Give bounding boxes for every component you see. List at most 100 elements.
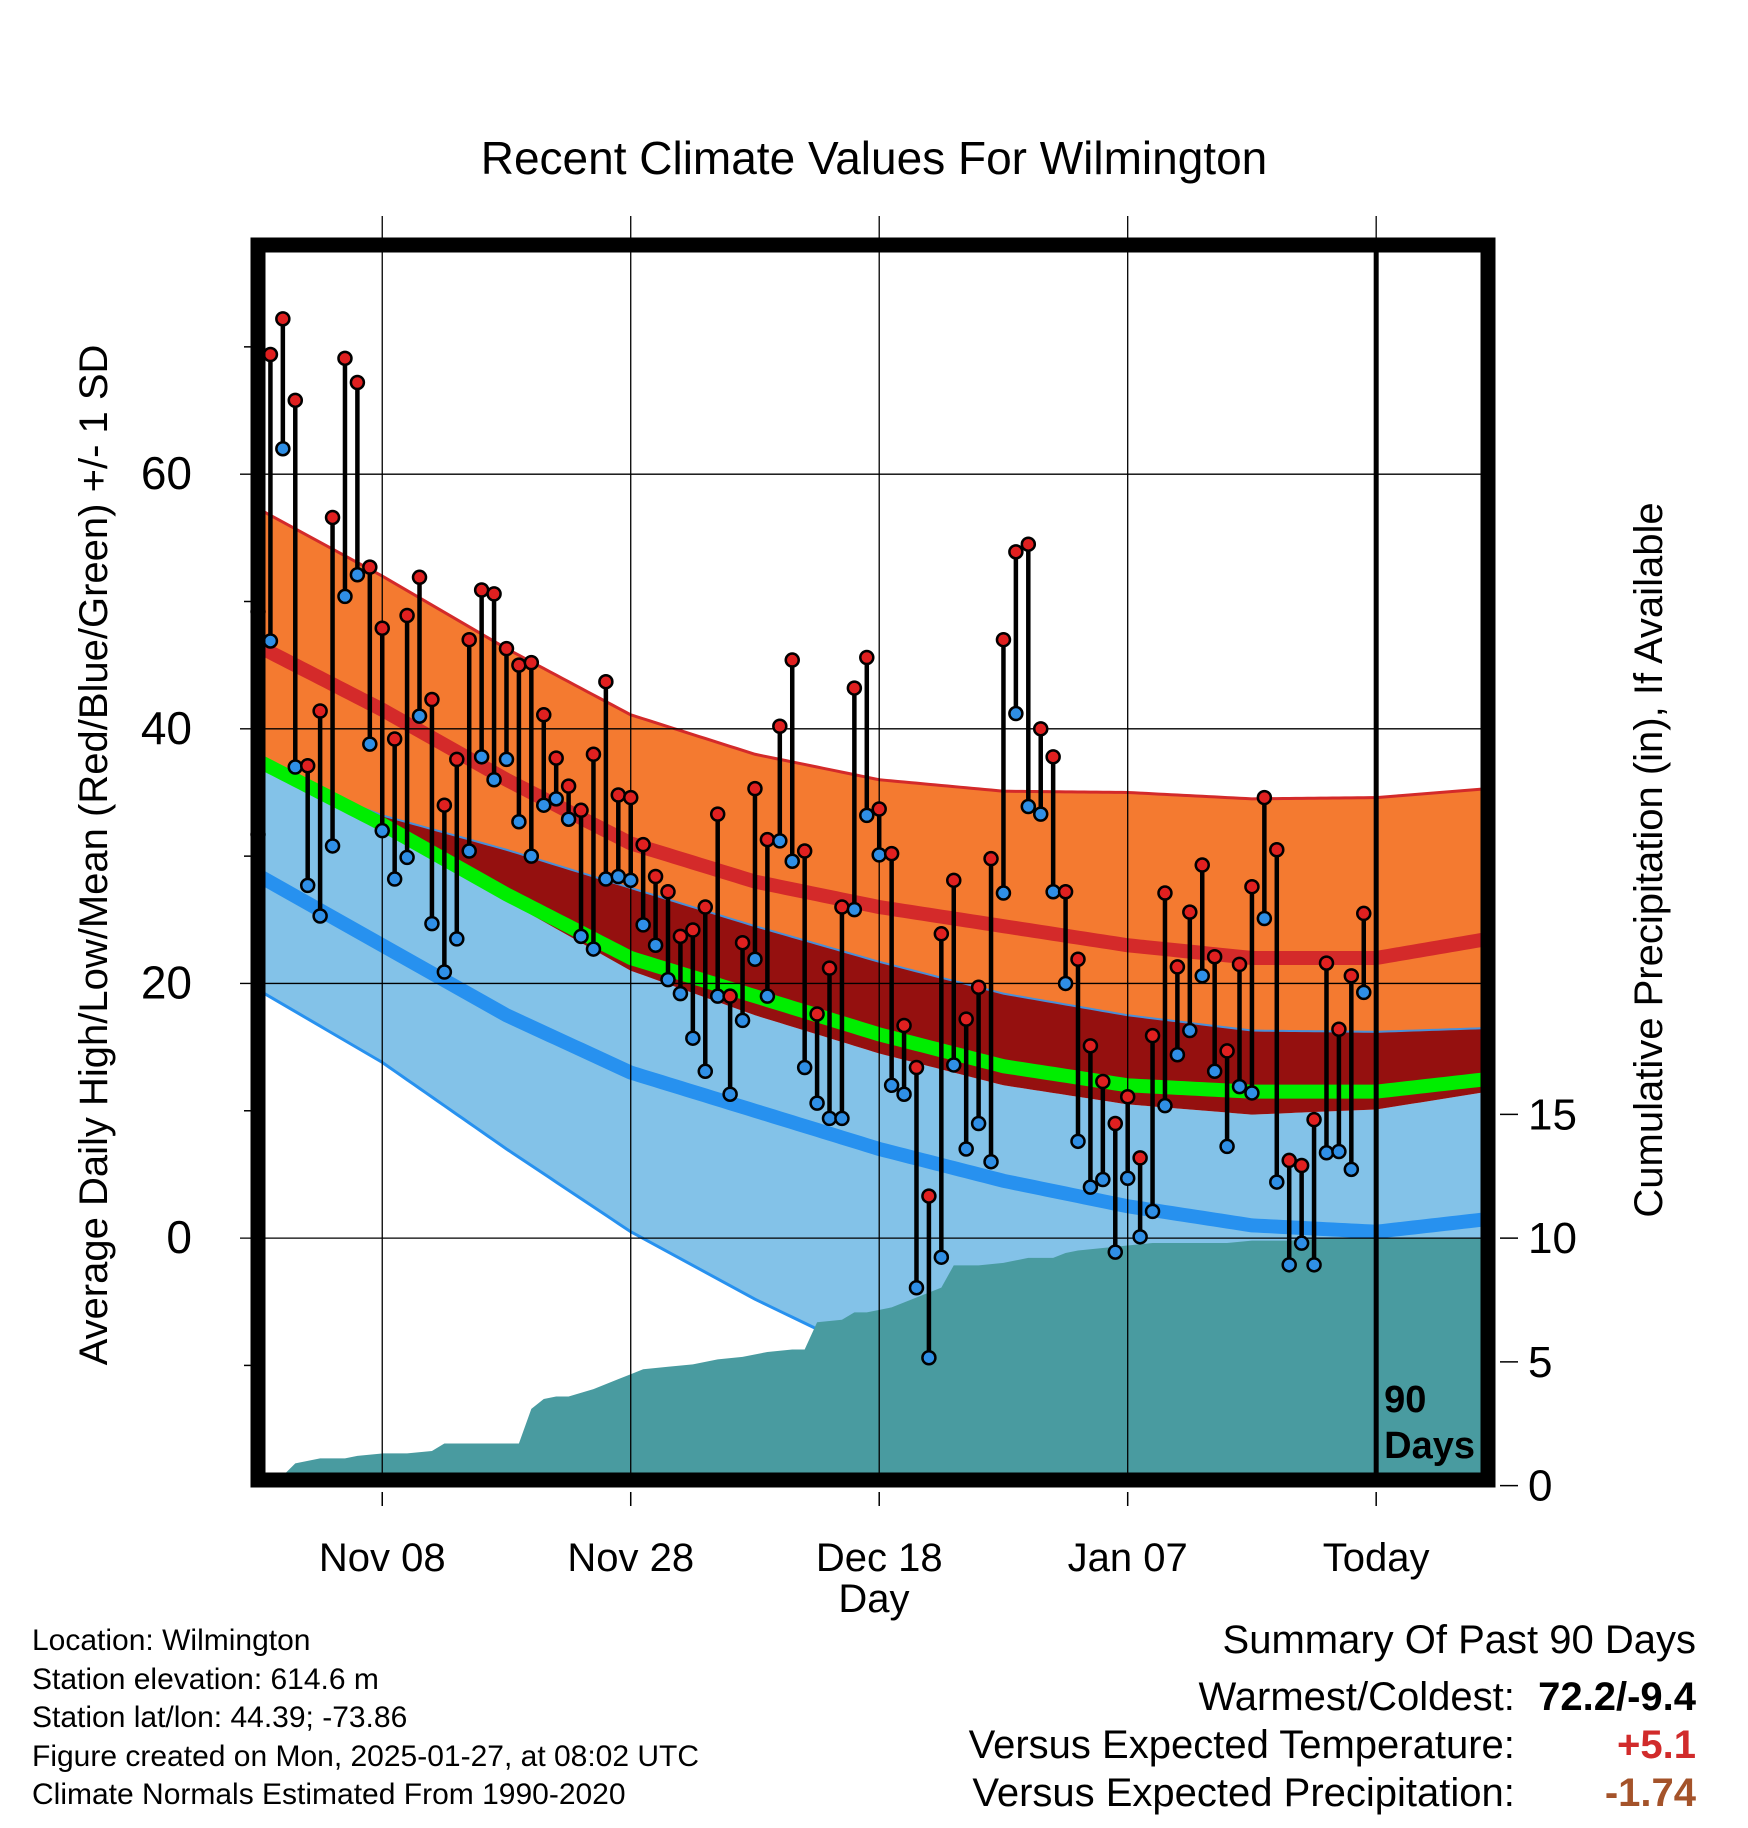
temp-deviation-value: +5.1 bbox=[1617, 1723, 1696, 1767]
daily-low-point bbox=[1318, 1145, 1335, 1161]
daily-low-point bbox=[995, 885, 1012, 901]
daily-low-point bbox=[1269, 1174, 1285, 1190]
daily-high-point bbox=[536, 707, 552, 723]
daily-high-point bbox=[1231, 956, 1248, 973]
daily-low-point bbox=[1306, 1257, 1322, 1273]
daily-high-point bbox=[896, 1017, 912, 1034]
daily-high-point bbox=[449, 751, 465, 768]
daily-high-point bbox=[411, 569, 428, 586]
daily-low-point bbox=[1293, 1235, 1310, 1251]
daily-low-point bbox=[424, 915, 440, 932]
daily-low-point bbox=[834, 1110, 850, 1127]
daily-low-point bbox=[709, 988, 726, 1004]
high-sd-lower-line bbox=[258, 766, 1488, 1033]
high-sd-band bbox=[258, 508, 1488, 1032]
daily-high-point bbox=[386, 731, 403, 747]
daily-low-point bbox=[809, 1095, 825, 1111]
daily-high-point bbox=[275, 311, 291, 327]
latlon-text: Station lat/lon: 44.39; -73.86 bbox=[32, 1701, 408, 1734]
daily-high-point bbox=[933, 926, 950, 942]
daily-high-point bbox=[859, 649, 875, 666]
daily-low-point bbox=[1169, 1047, 1186, 1063]
location-text: Location: Wilmington bbox=[32, 1624, 311, 1657]
daily-high-point bbox=[1219, 1043, 1235, 1059]
daily-low-point bbox=[759, 988, 776, 1004]
daily-high-point bbox=[399, 607, 415, 624]
daily-high-point bbox=[486, 586, 502, 602]
daily-low-point bbox=[486, 771, 502, 788]
daily-low-point bbox=[1057, 975, 1074, 992]
daily-high-point bbox=[772, 718, 788, 735]
y2-tick-label: 10 bbox=[1528, 1214, 1577, 1263]
daily-low-point bbox=[585, 941, 602, 957]
daily-low-point bbox=[473, 749, 490, 765]
daily-high-point bbox=[647, 868, 664, 885]
daily-high-point bbox=[759, 831, 776, 848]
daily-high-point bbox=[498, 640, 515, 657]
x-axis-label: Day bbox=[838, 1577, 909, 1621]
daily-high-point bbox=[262, 346, 279, 363]
daily-low-point bbox=[461, 843, 477, 859]
daily-low-point bbox=[821, 1110, 838, 1127]
daily-low-point bbox=[921, 1350, 937, 1366]
daily-high-point bbox=[523, 654, 540, 671]
daily-low-point bbox=[896, 1086, 912, 1102]
daily-low-point bbox=[386, 871, 403, 887]
daily-low-point bbox=[1070, 1133, 1086, 1150]
daily-high-point bbox=[697, 899, 714, 915]
daily-high-point bbox=[784, 652, 800, 668]
daily-high-point bbox=[846, 680, 863, 696]
daily-high-point bbox=[1269, 842, 1285, 858]
daily-high-point bbox=[312, 703, 328, 719]
daily-low-point bbox=[548, 791, 564, 807]
daily-high-point bbox=[1306, 1111, 1322, 1128]
daily-high-point bbox=[970, 979, 987, 996]
daily-high-point bbox=[598, 673, 614, 690]
daily-high-point bbox=[1032, 721, 1049, 737]
daily-high-point bbox=[685, 922, 701, 938]
daily-low-point bbox=[312, 908, 328, 924]
daily-high-point bbox=[1008, 544, 1024, 560]
y2-tick-label: 15 bbox=[1528, 1090, 1577, 1139]
daily-low-point bbox=[299, 877, 316, 894]
daily-low-point bbox=[1119, 1170, 1136, 1187]
plot-frame bbox=[250, 237, 1496, 1488]
daily-low-point bbox=[536, 797, 552, 813]
daily-low-point bbox=[262, 633, 279, 649]
daily-low-point bbox=[908, 1279, 925, 1296]
daily-low-point bbox=[1132, 1229, 1148, 1245]
daily-high-point bbox=[821, 960, 838, 976]
daily-low-point bbox=[523, 848, 540, 864]
daily-high-point bbox=[1057, 884, 1074, 900]
daily-low-point bbox=[622, 872, 639, 889]
created-text: Figure created on Mon, 2025-01-27, at 08… bbox=[32, 1739, 700, 1773]
daily-low-point bbox=[883, 1077, 900, 1094]
daily-low-point bbox=[436, 964, 453, 980]
warmest-value: 72.2/-9.4 bbox=[1538, 1675, 1696, 1719]
daily-low-point bbox=[772, 833, 788, 849]
temp-deviation-row: Versus Expected Temperature: +5.1 bbox=[969, 1721, 1696, 1769]
daily-low-point bbox=[399, 849, 415, 866]
daily-low-point bbox=[672, 985, 689, 1002]
daily-low-point bbox=[784, 853, 800, 869]
daily-low-point bbox=[275, 440, 291, 457]
daily-low-point bbox=[498, 751, 515, 768]
daily-high-point bbox=[287, 392, 304, 409]
daily-high-point bbox=[1318, 955, 1335, 971]
temp-deviation-label: Versus Expected Temperature: bbox=[968, 1723, 1515, 1767]
precip-deviation-label: Versus Expected Precipitation: bbox=[972, 1771, 1515, 1815]
normal-mean-line bbox=[258, 754, 1488, 1099]
daily-low-point bbox=[933, 1249, 950, 1265]
daily-low-point bbox=[324, 838, 341, 854]
y2-tick-label: 5 bbox=[1528, 1338, 1552, 1387]
daily-low-point bbox=[958, 1141, 974, 1157]
daily-high-point bbox=[585, 746, 602, 763]
daily-low-point bbox=[983, 1153, 999, 1170]
today-days-label: 90 bbox=[1384, 1379, 1426, 1421]
daily-low-point bbox=[374, 822, 390, 839]
daily-high-point bbox=[1070, 951, 1086, 968]
daily-low-point bbox=[1045, 884, 1061, 900]
daily-low-point bbox=[1107, 1244, 1124, 1260]
daily-low-point bbox=[647, 937, 664, 954]
warmest-row: Warmest/Coldest: 72.2/-9.4 bbox=[969, 1673, 1697, 1721]
